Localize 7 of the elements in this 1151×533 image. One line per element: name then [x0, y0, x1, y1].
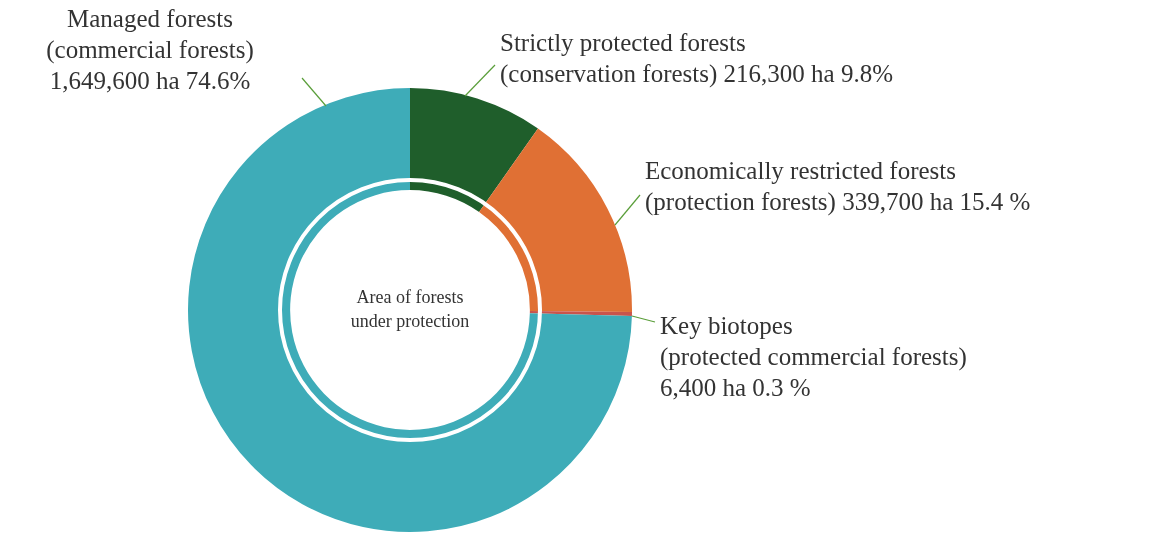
data-label: 6,400 ha 0.3 %	[660, 374, 811, 402]
text: Area of forests under protection	[350, 286, 470, 331]
slice-label: Key biotopes (protected commercial forests)	[660, 312, 967, 372]
slice-label: Strictly protected forests (conservation forests) 216,300 ha 9.8%	[500, 29, 893, 89]
slice-label: Economically restricted forests (protection forests) 339,700 ha 15.4 %	[645, 157, 1031, 217]
data-label: 1,649,600 ha 74.6%	[49, 67, 251, 95]
slice-label: Managed forests (commercial forests)	[46, 5, 254, 65]
